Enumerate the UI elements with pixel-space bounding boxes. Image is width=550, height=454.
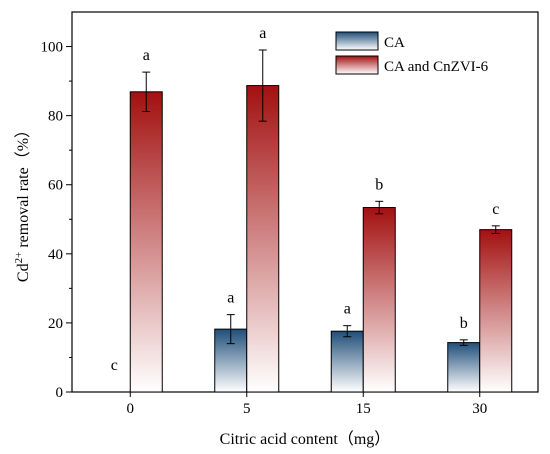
significance-letters-layer: c a a a a b b c xyxy=(111,25,500,374)
y-tick-label: 0 xyxy=(56,385,64,401)
x-tick-label: 5 xyxy=(243,401,251,417)
significance-letter: b xyxy=(375,176,383,193)
y-axis: 0 20 40 60 80 100 xyxy=(41,40,72,401)
legend-swatch-ca-cnzvi xyxy=(335,55,379,75)
y-tick-label: 40 xyxy=(48,247,63,263)
x-axis-title: Citric acid content（mg） xyxy=(220,430,391,448)
x-tick-label: 0 xyxy=(127,401,135,417)
plot-frame xyxy=(71,11,539,393)
significance-letter: a xyxy=(143,47,150,64)
x-tick-label: 15 xyxy=(356,401,371,417)
significance-letter: c xyxy=(492,201,499,218)
bar-ca-cnzvi-0 xyxy=(129,91,163,393)
significance-letter: a xyxy=(344,301,351,318)
y-tick-label: 100 xyxy=(41,40,64,56)
y-tick-label: 20 xyxy=(48,316,63,332)
legend-label-ca-cnzvi: CA and CnZVI-6 xyxy=(384,59,489,75)
bar-ca-30 xyxy=(447,342,481,393)
y-axis-title-main: Cd xyxy=(15,263,32,282)
legend-swatch-ca xyxy=(335,31,379,51)
bar-ca-15 xyxy=(330,330,364,393)
bar-ca-cnzvi-30 xyxy=(479,229,513,393)
bars-layer xyxy=(129,85,513,393)
significance-letter: a xyxy=(259,25,266,42)
significance-letter: c xyxy=(111,357,118,374)
y-axis-title: Cd2+ removal rate（%） xyxy=(13,122,32,282)
legend-label-ca: CA xyxy=(384,35,405,51)
y-axis-title-superscript: 2+ xyxy=(13,252,25,264)
legend: CA CA and CnZVI-6 xyxy=(335,31,489,75)
y-axis-title-rest: removal rate（%） xyxy=(14,122,32,252)
y-tick-label: 60 xyxy=(48,178,63,194)
bar-ca-cnzvi-15 xyxy=(362,207,396,393)
x-tick-label: 30 xyxy=(472,401,487,417)
bar-ca-cnzvi-5 xyxy=(246,85,280,393)
y-tick-label: 80 xyxy=(48,109,63,125)
significance-letter: a xyxy=(227,290,234,307)
x-axis: 0 5 15 30 xyxy=(127,392,487,417)
significance-letter: b xyxy=(460,315,468,332)
error-bars-layer xyxy=(142,49,500,346)
